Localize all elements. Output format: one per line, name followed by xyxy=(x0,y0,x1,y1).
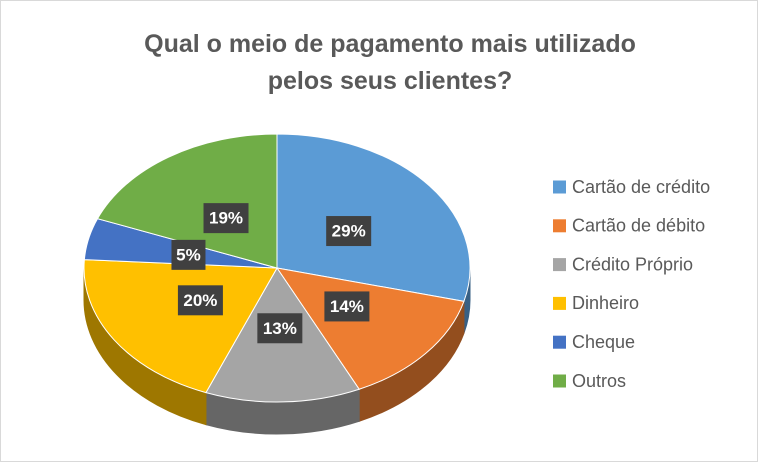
legend-swatch xyxy=(553,335,566,349)
data-labels: 29% 14% 13% 20% 5% 19% xyxy=(171,203,372,344)
pie-slice xyxy=(275,267,465,390)
data-label-box xyxy=(326,216,372,247)
legend: Cartão de crédito Cartão de débito Crédito… xyxy=(553,177,710,391)
chart-title: Qual o meio de pagamento mais utilizado … xyxy=(144,30,636,95)
pie-slice xyxy=(83,259,278,394)
pie-slice xyxy=(96,133,278,269)
legend-swatch xyxy=(553,219,566,233)
pie-tops xyxy=(83,133,471,403)
data-label: 5% xyxy=(176,245,201,264)
legend-swatch xyxy=(553,258,566,272)
data-label: 20% xyxy=(183,291,217,310)
data-label-box xyxy=(257,313,303,344)
legend-label: Outros xyxy=(572,371,626,391)
pie-slice xyxy=(276,133,471,302)
data-label-box xyxy=(171,239,206,270)
legend-label: Dinheiro xyxy=(572,293,639,313)
legend-label: Crédito Próprio xyxy=(572,254,693,274)
data-label: 19% xyxy=(209,209,243,228)
legend-label: Cheque xyxy=(572,332,635,352)
data-label-box xyxy=(203,203,249,234)
legend-label: Cartão de crédito xyxy=(572,177,710,197)
legend-swatch xyxy=(553,296,566,310)
data-label-box xyxy=(324,291,370,322)
data-label-box xyxy=(177,285,223,316)
data-label: 13% xyxy=(263,319,297,338)
legend-swatch xyxy=(553,374,566,388)
legend-label: Cartão de débito xyxy=(572,216,705,236)
data-label: 14% xyxy=(330,297,364,316)
legend-swatch xyxy=(553,180,566,194)
data-label: 29% xyxy=(332,222,366,241)
